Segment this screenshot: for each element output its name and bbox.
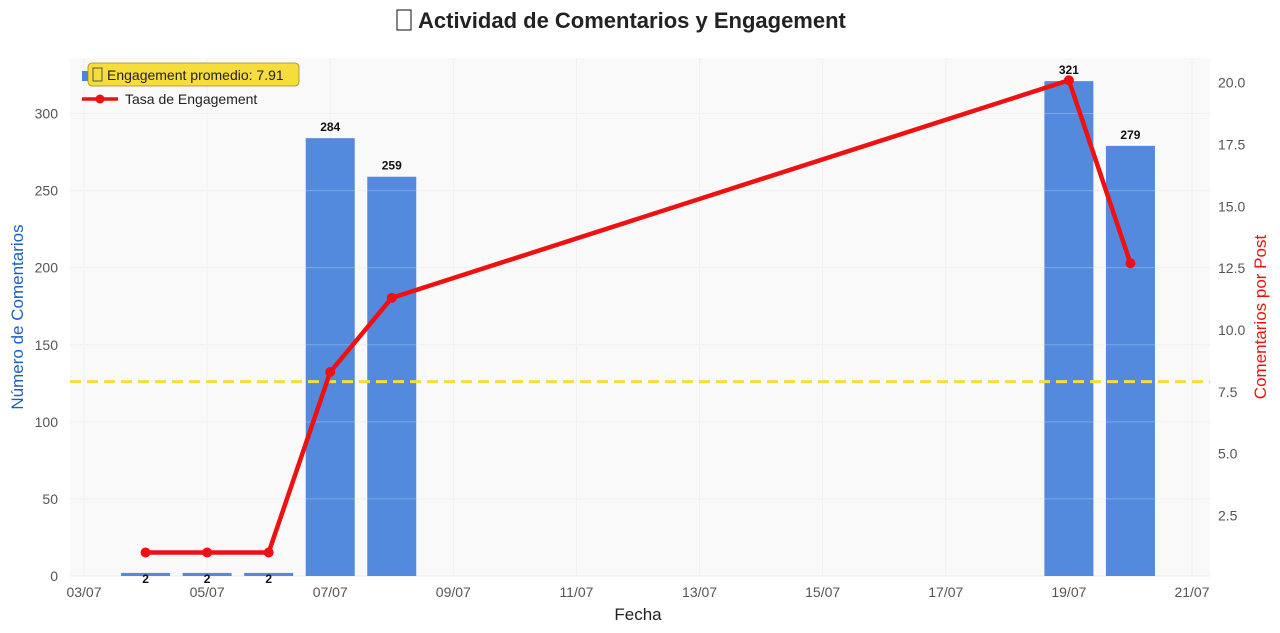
line-point: [325, 367, 336, 378]
bar-value-label: 279: [1120, 128, 1140, 142]
y-left-tick-label: 0: [50, 568, 58, 584]
chart-title: Actividad de Comentarios y Engagement: [418, 8, 847, 33]
bar-value-label: 259: [382, 159, 402, 173]
x-tick-label: 21/07: [1174, 584, 1209, 600]
chart-icon: [396, 9, 412, 31]
y-right-tick-label: 10.0: [1218, 322, 1245, 338]
bar-value-label: 284: [320, 120, 340, 134]
line-point: [140, 547, 151, 558]
y-right-tick-label: 2.5: [1218, 507, 1238, 523]
bar: [121, 572, 171, 576]
line-series: [140, 75, 1136, 558]
line-point: [1125, 258, 1136, 269]
x-axis-label: Fecha: [614, 605, 662, 624]
y-right-axis-label: Comentarios por Post: [1251, 235, 1270, 400]
y-left-tick-label: 200: [35, 260, 59, 276]
bar-series: [70, 81, 1210, 577]
y-right-tick-label: 5.0: [1218, 446, 1238, 462]
legend-swatch-marker: [95, 94, 105, 104]
y-left-tick-label: 50: [42, 491, 58, 507]
y-left-tick-label: 300: [35, 106, 59, 122]
y-left-axis-ticks: 0 50 100 150 200 250 300: [35, 106, 59, 585]
x-axis-ticks: 03/07 05/07 07/07 09/07 11/07 13/07 15/07 17/07…: [66, 584, 1209, 600]
bar: [367, 176, 417, 577]
line-point: [1063, 75, 1074, 86]
plot-area: [70, 58, 1210, 576]
bar: [244, 572, 294, 576]
y-right-tick-label: 20.0: [1218, 75, 1245, 91]
bar-value-label: 2: [265, 572, 272, 586]
bar: [305, 138, 355, 576]
x-tick-label: 07/07: [313, 584, 348, 600]
bar-value-label: 2: [204, 572, 211, 586]
x-tick-label: 19/07: [1051, 584, 1086, 600]
average-badge-icon: [92, 67, 103, 82]
x-tick-label: 17/07: [928, 584, 963, 600]
legend-label-line: Tasa de Engagement: [125, 91, 257, 107]
average-badge-box: [87, 62, 300, 87]
chart-title-group: Actividad de Comentarios y Engagement: [396, 8, 847, 33]
x-tick-label: 11/07: [559, 584, 593, 600]
grid-lines: [70, 58, 1210, 577]
y-right-tick-label: 12.5: [1218, 260, 1245, 276]
x-tick-label: 15/07: [805, 584, 840, 600]
y-left-tick-label: 150: [35, 337, 59, 353]
bar-value-label: 2: [142, 572, 149, 586]
bar: [1044, 81, 1094, 576]
y-right-tick-label: 7.5: [1218, 384, 1238, 400]
average-badge-label: Engagement promedio: 7.91: [107, 67, 284, 83]
y-left-tick-label: 100: [35, 414, 59, 430]
line-point: [386, 292, 397, 303]
bar-labels: 2 2 2 284 259 321 279: [142, 63, 1141, 586]
line-point: [202, 547, 213, 558]
bar-value-label: 321: [1059, 63, 1079, 77]
average-badge: Engagement promedio: 7.91: [87, 62, 300, 87]
y-left-tick-label: 250: [35, 183, 59, 199]
y-left-axis-label: Número de Comentarios: [8, 224, 27, 409]
x-tick-label: 13/07: [682, 584, 717, 600]
x-tick-label: 09/07: [436, 584, 471, 600]
y-right-axis-ticks: 2.5 5.0 7.5 10.0 12.5 15.0 17.5 20.0: [1218, 75, 1245, 524]
y-right-tick-label: 15.0: [1218, 198, 1245, 214]
x-tick-label: 03/07: [66, 584, 101, 600]
x-tick-label: 05/07: [190, 584, 225, 600]
line-point: [263, 547, 274, 558]
y-right-tick-label: 17.5: [1218, 137, 1245, 153]
bar: [182, 572, 232, 576]
